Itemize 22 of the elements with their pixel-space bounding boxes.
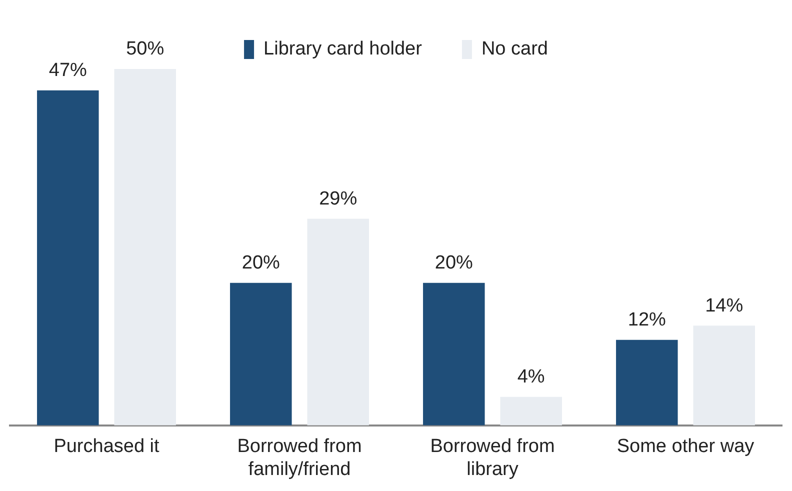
data-label: 20% [434,252,474,274]
data-label: 29% [319,188,358,210]
x-tick-label: Borrowed from library [430,436,555,480]
bar [500,396,562,426]
bar [693,326,755,426]
data-label: 20% [242,252,280,274]
x-tick-label: Borrowed from family/friend [237,436,362,480]
data-label: 47% [48,60,88,82]
data-label: 12% [628,310,666,331]
x-tick-label: Purchased it [54,436,160,458]
data-label: 14% [705,295,744,316]
bar [114,69,176,426]
bar [423,282,485,426]
bar [230,282,292,426]
bar [307,218,369,426]
legend-label: Library card holder [264,38,423,60]
bar [37,90,99,426]
data-label: 50% [126,38,164,60]
bar [616,340,678,426]
data-label: 4% [517,366,545,388]
x-tick-label: Some other way [616,436,755,458]
legend-label: No card [481,38,548,60]
